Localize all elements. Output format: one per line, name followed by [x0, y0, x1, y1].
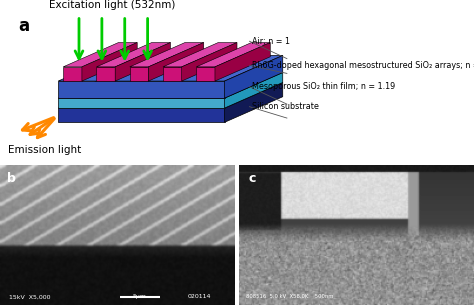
Text: c: c — [249, 172, 256, 185]
Polygon shape — [63, 42, 137, 67]
Polygon shape — [115, 42, 171, 81]
Text: Mesoporous SiO₂ thin film; n = 1.19: Mesoporous SiO₂ thin film; n = 1.19 — [252, 82, 395, 91]
Polygon shape — [196, 42, 270, 67]
Polygon shape — [58, 108, 225, 122]
Text: 15kV  X5,000: 15kV X5,000 — [9, 294, 51, 300]
Text: Silicon substrate: Silicon substrate — [252, 102, 319, 111]
Polygon shape — [163, 42, 237, 67]
Text: 808516  5.0 kV  X58.0K    500nm: 808516 5.0 kV X58.0K 500nm — [246, 294, 334, 300]
Polygon shape — [63, 67, 82, 81]
Polygon shape — [182, 42, 237, 81]
Text: a: a — [18, 17, 30, 35]
Polygon shape — [130, 67, 148, 81]
Polygon shape — [225, 73, 283, 108]
Polygon shape — [130, 42, 204, 67]
Text: 5μm: 5μm — [133, 294, 146, 300]
Polygon shape — [225, 56, 283, 98]
Polygon shape — [97, 67, 115, 81]
Polygon shape — [163, 67, 182, 81]
Polygon shape — [58, 98, 225, 108]
Text: Emission light: Emission light — [9, 145, 82, 155]
Polygon shape — [225, 82, 283, 122]
Polygon shape — [82, 42, 137, 81]
Polygon shape — [58, 82, 283, 108]
Text: b: b — [7, 172, 16, 185]
Polygon shape — [58, 73, 283, 98]
Polygon shape — [58, 56, 283, 81]
Polygon shape — [148, 42, 204, 81]
Text: Excitation light (532nm): Excitation light (532nm) — [49, 0, 175, 10]
Text: 020114: 020114 — [188, 294, 211, 300]
Text: Rh6G-doped hexagonal mesostructured SiO₂ arrays; n = 1.43: Rh6G-doped hexagonal mesostructured SiO₂… — [252, 61, 474, 70]
Text: Air; n = 1: Air; n = 1 — [252, 37, 290, 46]
Polygon shape — [58, 81, 225, 98]
Polygon shape — [196, 67, 215, 81]
Polygon shape — [97, 42, 171, 67]
Polygon shape — [215, 42, 270, 81]
